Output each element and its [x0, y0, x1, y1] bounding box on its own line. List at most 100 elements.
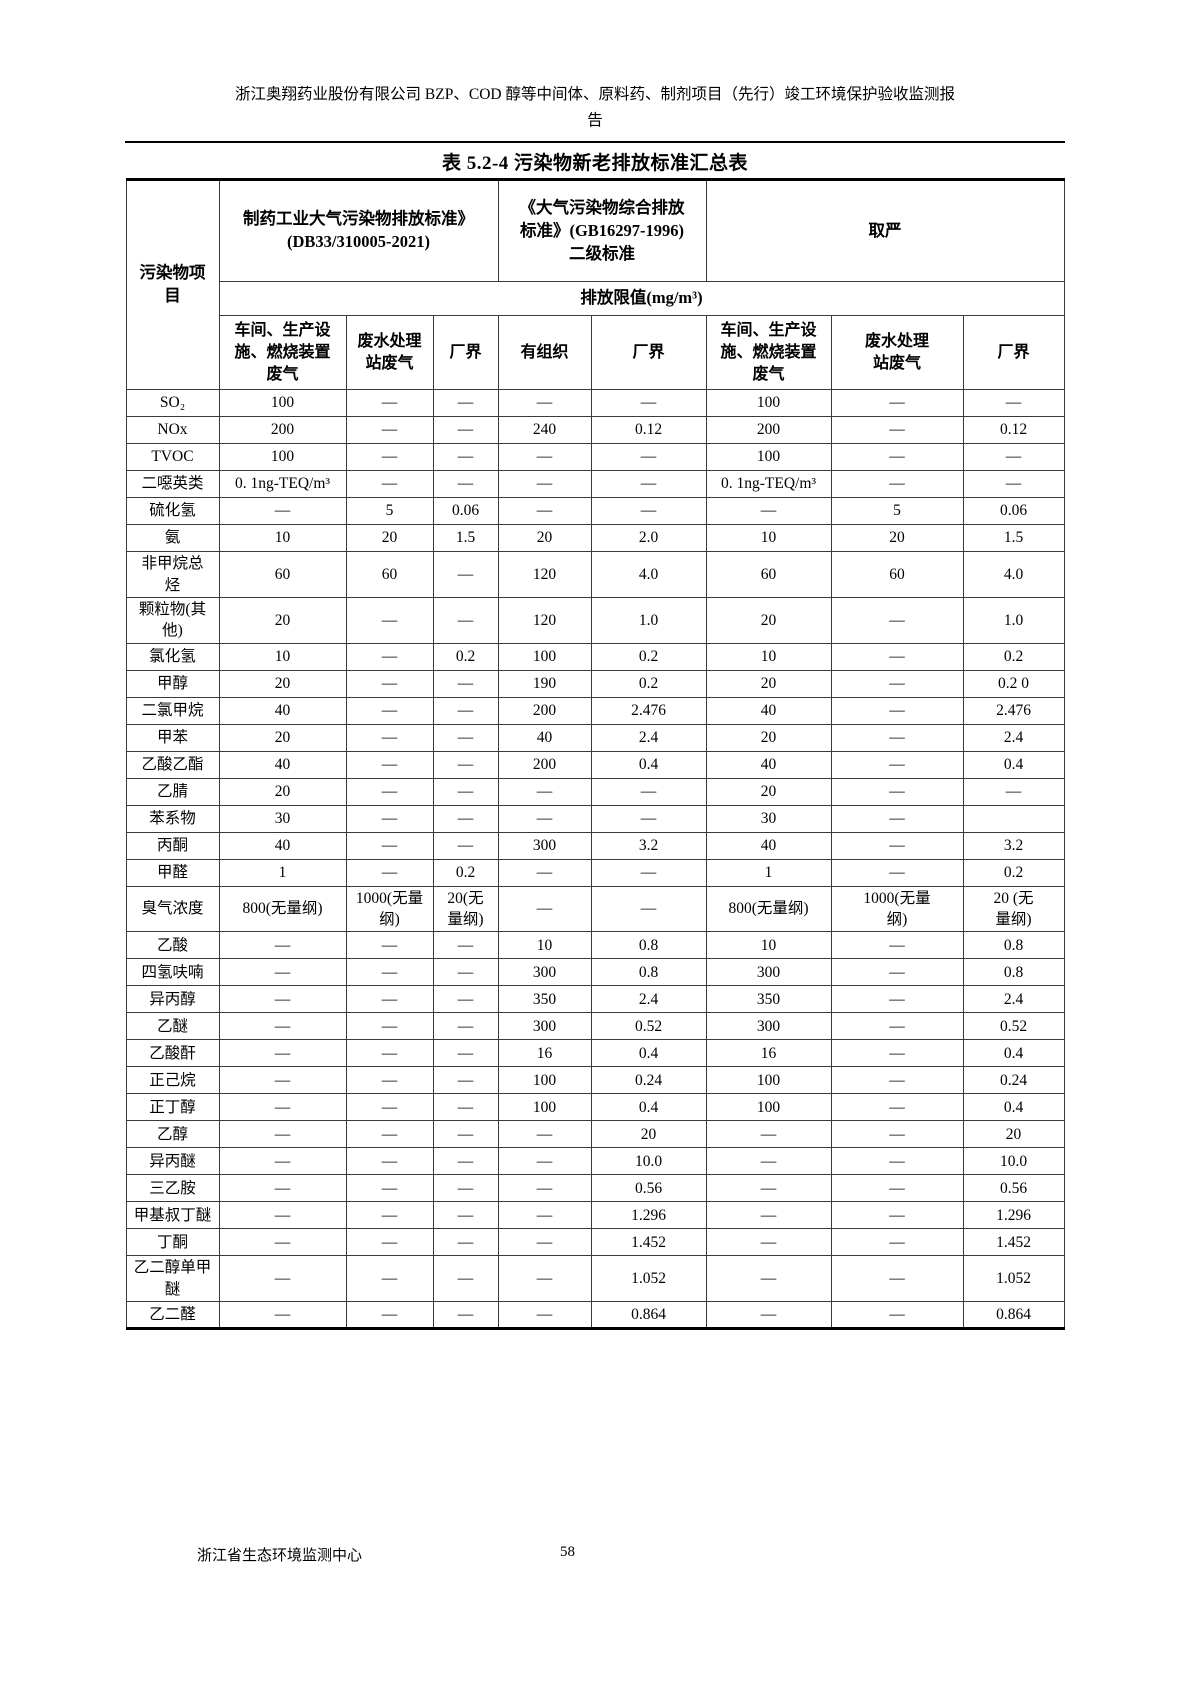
limit-value-cell: — — [345, 931, 434, 960]
table-row: 乙酸酐 — — —16 0.4 16—0.4 — [125, 1039, 1065, 1068]
limit-value-cell: 1.052 — [962, 1255, 1065, 1303]
limit-value-cell: 0.864 — [590, 1301, 707, 1330]
limit-value-cell: 40 — [218, 696, 347, 725]
limit-value-cell: — — [830, 1174, 964, 1203]
limit-value-cell: 300 — [705, 1012, 832, 1041]
limit-value-cell: 40 — [705, 750, 832, 779]
limit-value-cell: 100 — [705, 389, 832, 418]
limit-value-cell: — — [218, 1174, 347, 1203]
limit-value-cell: — — [830, 958, 964, 987]
limit-value-cell: 350 — [705, 985, 832, 1014]
limit-value-cell: 20 — [218, 669, 347, 698]
limit-value-cell: 1 — [218, 858, 347, 887]
limit-value-cell: 0.06 — [962, 497, 1065, 526]
limit-value-cell: — — [432, 596, 499, 644]
limit-value-cell: — — [432, 1174, 499, 1203]
limit-value-cell: 190 — [497, 669, 592, 698]
limit-value-cell: — — [962, 470, 1065, 499]
limit-value-cell: — — [432, 804, 499, 833]
limit-value-cell: — — [218, 1147, 347, 1176]
limit-value-cell: 1 — [705, 858, 832, 887]
limit-value-cell: — — [962, 443, 1065, 472]
limit-value-cell: 100 — [497, 642, 592, 671]
limit-value-cell: 1.296 — [962, 1201, 1065, 1230]
limit-value-cell: — — [345, 443, 434, 472]
limit-value-cell: 16 — [705, 1039, 832, 1068]
subcol-header-7: 厂界 — [962, 315, 1065, 391]
limit-value-cell: — — [497, 885, 592, 933]
limit-value-cell: — — [218, 1012, 347, 1041]
limit-value-cell: 1.0 — [962, 596, 1065, 644]
subcol-header-4: 厂界 — [590, 315, 707, 391]
limit-value-cell: — — [497, 1174, 592, 1203]
limit-value-cell: — — [345, 1301, 434, 1330]
table-row: 非甲烷总 烃 60 60—120 4.0 60 60 4.0 — [125, 551, 1065, 598]
limit-value-cell: — — [590, 443, 707, 472]
limit-value-cell: 1000(无量 纲) — [830, 885, 964, 933]
limit-value-cell: — — [345, 1093, 434, 1122]
pollutant-name: 非甲烷总 烃 — [125, 551, 220, 598]
pollutant-name: 乙腈 — [125, 777, 220, 806]
limit-value-cell: — — [830, 777, 964, 806]
limit-value-cell: — — [830, 831, 964, 860]
limit-value-cell: — — [345, 958, 434, 987]
limit-value-cell: 200 — [497, 750, 592, 779]
limit-value-cell: — — [345, 1012, 434, 1041]
pollutant-name: 四氢呋喃 — [125, 958, 220, 987]
limit-value-cell: 240 — [497, 416, 592, 445]
pollutant-name: SO₂ — [125, 389, 220, 418]
limit-value-cell: — — [497, 858, 592, 887]
limit-value-cell: 0.12 — [590, 416, 707, 445]
limit-value-cell: — — [590, 470, 707, 499]
limit-value-cell: — — [705, 1255, 832, 1303]
limit-value-cell: 30 — [218, 804, 347, 833]
limit-value-cell: — — [345, 389, 434, 418]
pollutant-name: 甲醇 — [125, 669, 220, 698]
limit-value-cell: — — [345, 831, 434, 860]
limit-value-cell: — — [432, 470, 499, 499]
pollutant-name: 异丙醇 — [125, 985, 220, 1014]
limit-value-cell: 5 — [345, 497, 434, 526]
limit-value-cell: — — [590, 804, 707, 833]
table-row: 乙醚 — — —300 0.52 300—0.52 — [125, 1012, 1065, 1041]
limit-value-cell: — — [432, 669, 499, 698]
limit-value-cell: 100 — [218, 443, 347, 472]
pollutant-name: 氯化氢 — [125, 642, 220, 671]
limit-value-cell: — — [830, 696, 964, 725]
limit-value-cell: 2.476 — [962, 696, 1065, 725]
limit-value-cell: 0.4 — [590, 1093, 707, 1122]
limit-value-cell: 200 — [218, 416, 347, 445]
limit-value-cell: — — [218, 1228, 347, 1257]
limit-value-cell: 10 — [705, 524, 832, 553]
limit-value-cell: 100 — [497, 1093, 592, 1122]
limit-value-cell: — — [432, 1147, 499, 1176]
limit-value-cell: — — [345, 1201, 434, 1230]
pollutant-name: 乙醇 — [125, 1120, 220, 1149]
limit-value-cell: 20 (无 量纲) — [962, 885, 1065, 933]
limit-value-cell: — — [830, 1066, 964, 1095]
limit-value-cell: — — [345, 696, 434, 725]
limit-value-cell: — — [345, 1228, 434, 1257]
limit-value-cell: — — [830, 596, 964, 644]
subcol-header-5: 车间、生产设 施、燃烧装置 废气 — [705, 315, 832, 391]
limit-value-cell: 100 — [497, 1066, 592, 1095]
limit-value-cell: 20 — [705, 777, 832, 806]
table-row: 甲苯 20— —40 2.4 20—2.4 — [125, 723, 1065, 752]
limit-value-cell: — — [432, 750, 499, 779]
limit-value-cell: — — [590, 885, 707, 933]
limit-value-cell: 300 — [497, 831, 592, 860]
limit-value-cell: — — [830, 1093, 964, 1122]
pollutant-name: 丙酮 — [125, 831, 220, 860]
pollutant-name: 氨 — [125, 524, 220, 553]
limit-value-cell: 1.452 — [590, 1228, 707, 1257]
limit-value-cell: — — [830, 443, 964, 472]
limit-value-cell: 0.56 — [590, 1174, 707, 1203]
limit-value-cell: 10 — [218, 524, 347, 553]
limit-value-cell: 0.8 — [590, 931, 707, 960]
limit-value-cell: — — [962, 389, 1065, 418]
limit-value-cell: 0.4 — [962, 1039, 1065, 1068]
limit-value-cell: 20 — [590, 1120, 707, 1149]
limit-value-cell: — — [432, 1301, 499, 1330]
pollutant-name: 二氯甲烷 — [125, 696, 220, 725]
limit-value-cell: — — [218, 1255, 347, 1303]
